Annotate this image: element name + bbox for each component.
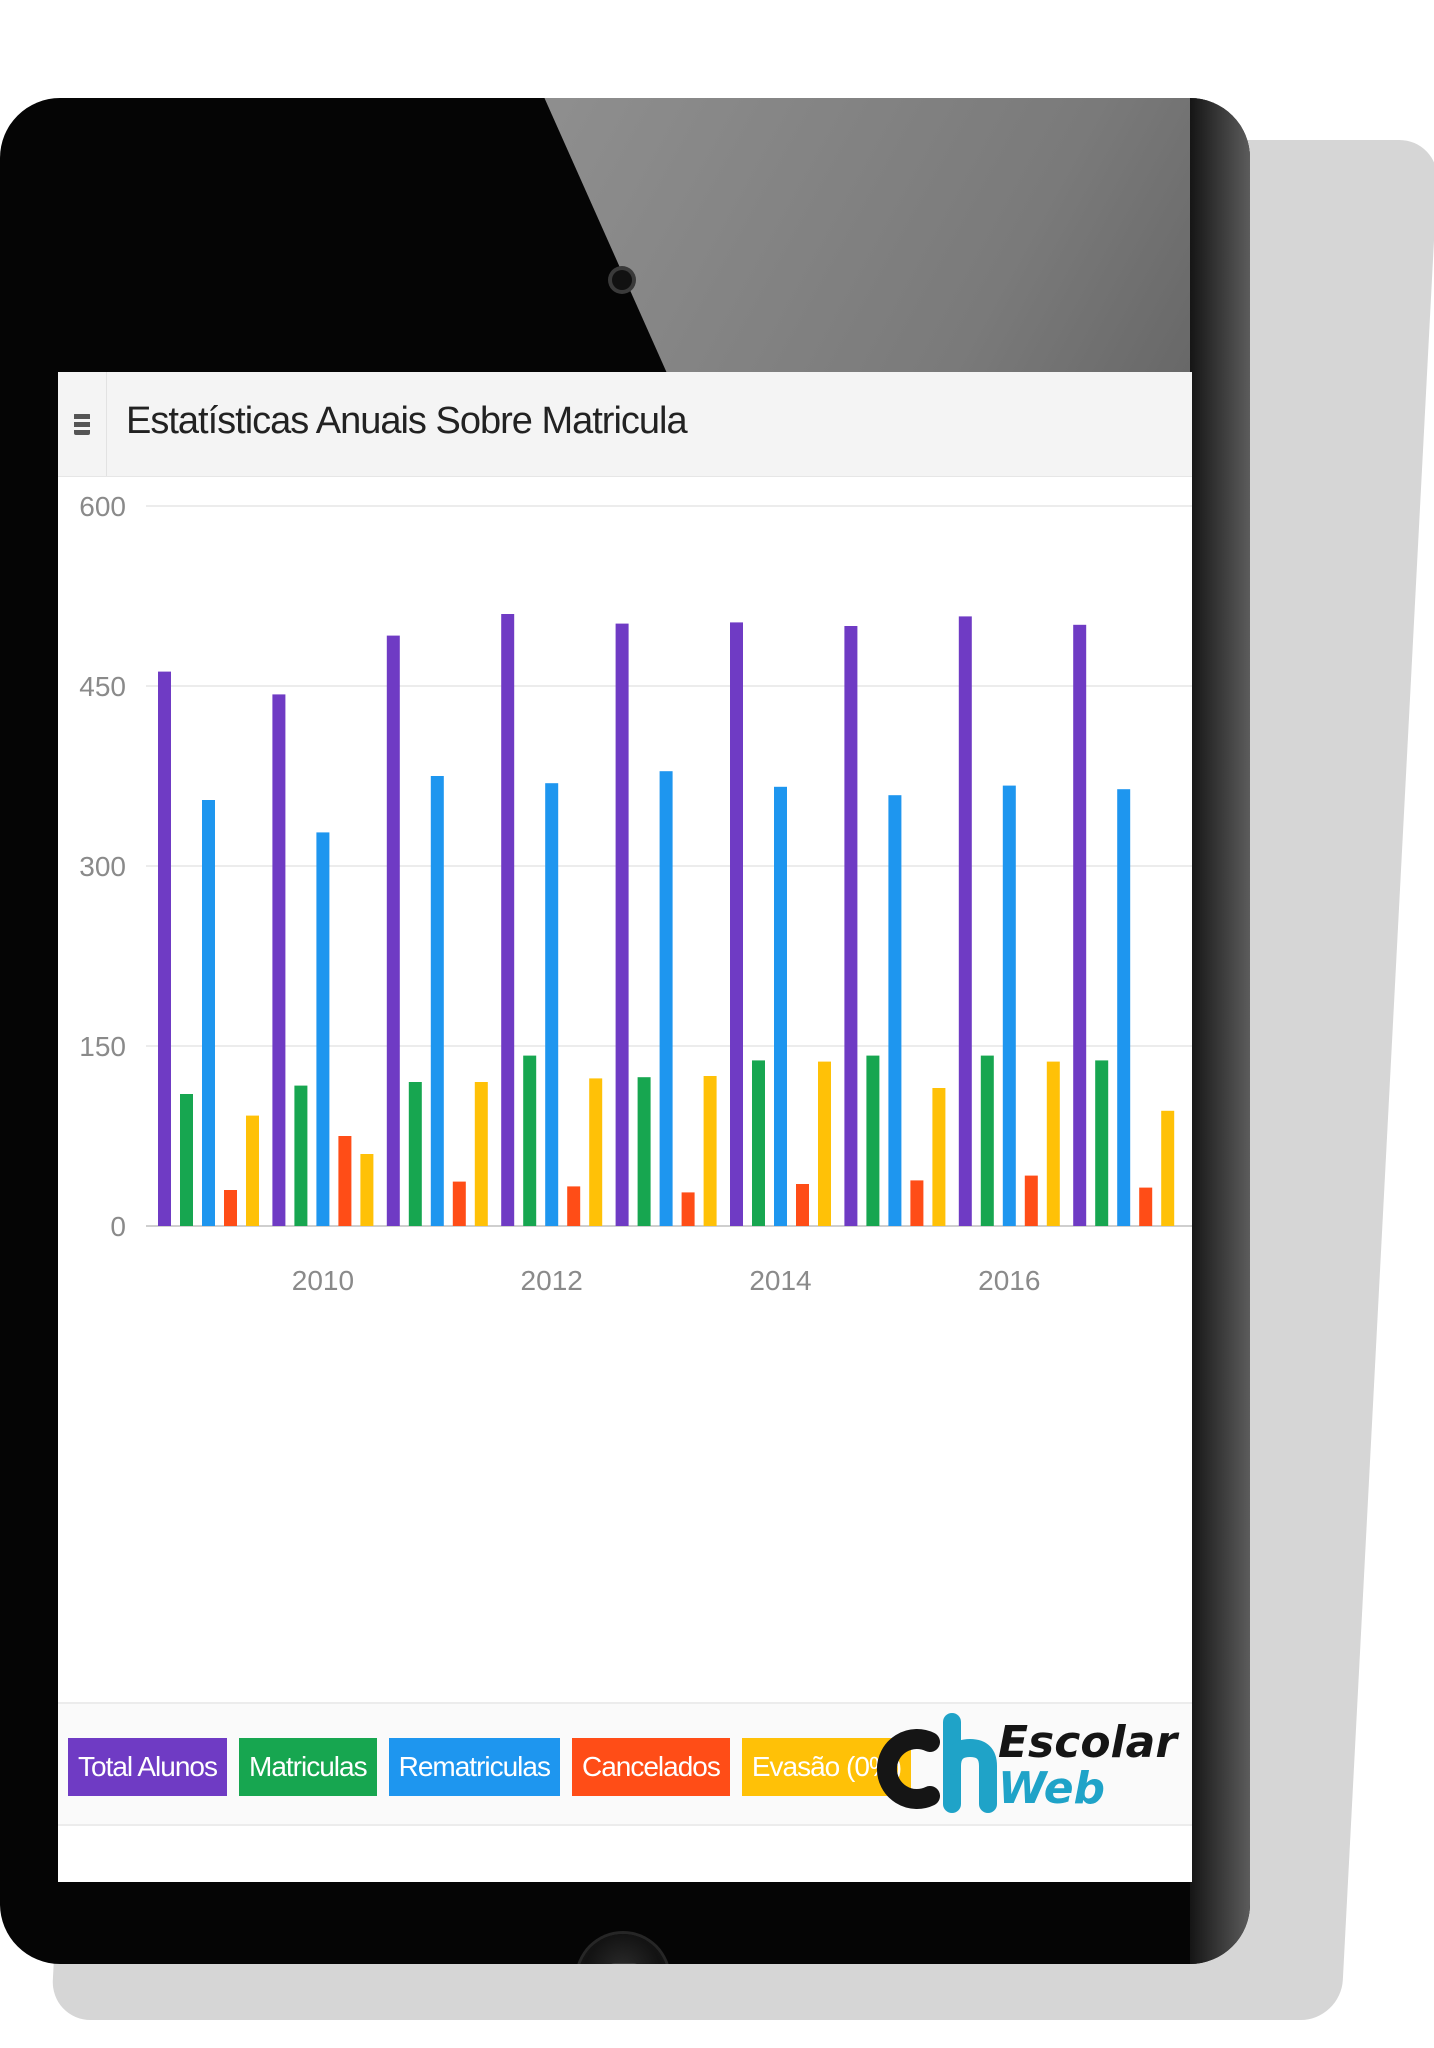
bar-chart: 0 150 300 450 600 2010 2012 2014 2016 [79, 491, 1192, 1296]
y-tick-label: 0 [110, 1211, 126, 1242]
chart-footer: Total Alunos Matriculas Rematriculas Cancel… [58, 1702, 1192, 1826]
bar-cancelados [567, 1186, 581, 1226]
bar-cancelados [910, 1180, 924, 1226]
x-tick-label: 2012 [521, 1265, 583, 1296]
page-title: Estatísticas Anuais Sobre Matricula [126, 400, 688, 442]
bar-matriculas [180, 1094, 193, 1226]
bar-rematriculas [659, 771, 673, 1226]
tablet-frame: Estatísticas Anuais Sobre Matricula 0 150… [0, 98, 1250, 1964]
legend-item[interactable]: Total Alunos [68, 1738, 227, 1796]
bar-cancelados [224, 1190, 237, 1226]
brand-word-escolar: Escolar [998, 1717, 1178, 1768]
bar-rematriculas [888, 795, 902, 1226]
bar-total-alunos [730, 622, 743, 1226]
bar-rematriculas [202, 800, 215, 1226]
bar-total-alunos [1073, 624, 1087, 1226]
bar-cancelados [681, 1192, 695, 1226]
bar-matriculas [752, 1060, 765, 1226]
bar-matriculas [294, 1085, 308, 1226]
bar-total-alunos [844, 626, 858, 1226]
bar-cancelados [1139, 1187, 1153, 1226]
bar-total-alunos [158, 671, 171, 1226]
legend-item[interactable]: Matriculas [239, 1738, 377, 1796]
bar-evas-o-0 [246, 1115, 259, 1226]
camera-icon [612, 270, 632, 290]
bar-total-alunos [615, 623, 629, 1226]
brand-word-web: Web [998, 1763, 1106, 1814]
bar-matriculas [523, 1055, 537, 1226]
bar-total-alunos [958, 616, 972, 1226]
bar-rematriculas [316, 832, 330, 1226]
brand-logo: Escolar Web [860, 1704, 1180, 1824]
bar-matriculas [408, 1082, 422, 1226]
bar-total-alunos [272, 694, 286, 1226]
bar-rematriculas [430, 776, 444, 1226]
x-tick-label: 2016 [978, 1265, 1040, 1296]
bar-evas-o-0 [818, 1061, 831, 1226]
bar-rematriculas [545, 783, 559, 1226]
bar-matriculas [1095, 1060, 1109, 1226]
chart-legend: Total Alunos Matriculas Rematriculas Cancel… [68, 1738, 912, 1796]
home-button[interactable] [578, 1934, 668, 1964]
legend-item[interactable]: Evasão (0%) [741, 1738, 912, 1796]
bar-total-alunos [501, 614, 515, 1226]
legend-item[interactable]: Cancelados [571, 1738, 730, 1796]
bar-evas-o-0 [932, 1088, 946, 1226]
menu-icon[interactable] [58, 372, 107, 476]
bar-matriculas [637, 1077, 651, 1226]
bar-evas-o-0 [589, 1078, 603, 1226]
y-tick-label: 150 [79, 1031, 126, 1062]
legend-item[interactable]: Rematriculas [388, 1738, 560, 1796]
bar-cancelados [1024, 1175, 1038, 1226]
bar-rematriculas [774, 786, 787, 1226]
bar-evas-o-0 [1161, 1110, 1175, 1226]
bar-rematriculas [1117, 789, 1131, 1226]
x-tick-label: 2014 [749, 1265, 811, 1296]
panel-header: Estatísticas Anuais Sobre Matricula [58, 372, 1192, 477]
y-tick-label: 450 [79, 671, 126, 702]
bar-evas-o-0 [474, 1082, 488, 1226]
bar-matriculas [866, 1055, 880, 1226]
brand-logo-text: Escolar Web [998, 1720, 1177, 1812]
bar-evas-o-0 [360, 1154, 374, 1226]
bar-cancelados [338, 1136, 352, 1226]
tablet-edge [1190, 98, 1250, 1964]
y-tick-label: 300 [79, 851, 126, 882]
brand-logo-icon [877, 1713, 997, 1813]
screen: Estatísticas Anuais Sobre Matricula 0 150… [58, 372, 1192, 1882]
bar-total-alunos [386, 635, 400, 1226]
bar-evas-o-0 [1046, 1061, 1060, 1226]
x-tick-label: 2010 [292, 1265, 354, 1296]
bar-cancelados [452, 1181, 466, 1226]
bar-cancelados [796, 1184, 809, 1226]
y-tick-label: 600 [79, 491, 126, 522]
bar-rematriculas [1002, 785, 1016, 1226]
bar-matriculas [980, 1055, 994, 1226]
bar-evas-o-0 [703, 1076, 717, 1226]
